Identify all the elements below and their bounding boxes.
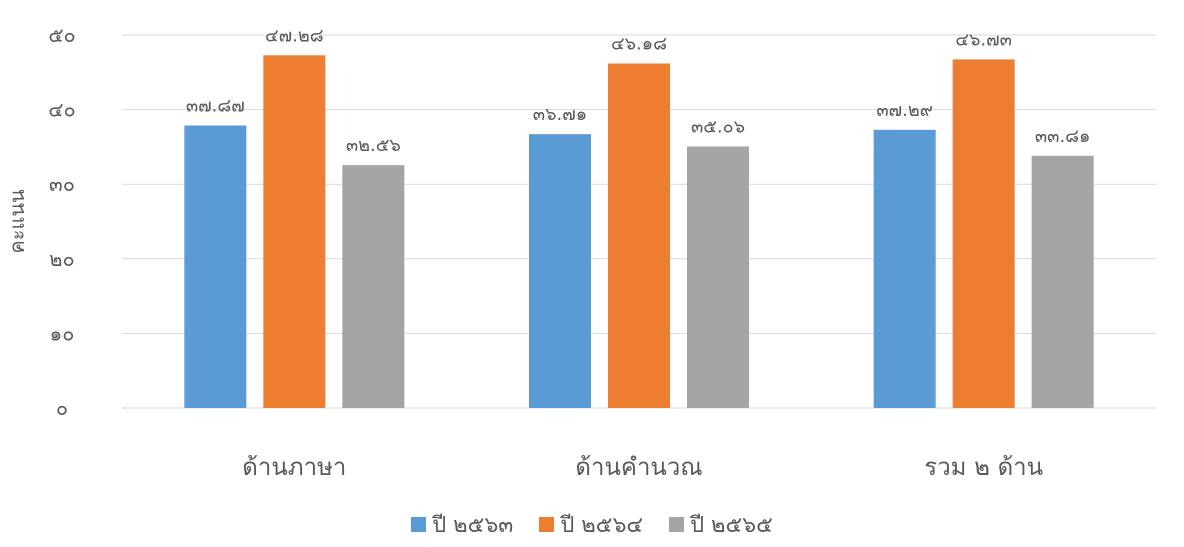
- y-tick-label: ๓๐: [49, 172, 75, 196]
- y-tick-label: ๑๐: [50, 321, 75, 345]
- x-tick-label: ด้านภาษา: [242, 453, 346, 481]
- data-label: ๔๖.๗๓: [955, 29, 1012, 50]
- data-label: ๓๓.๘๑: [1035, 126, 1091, 147]
- legend-label: ปี ๒๕๖๔: [560, 512, 644, 538]
- data-label: ๔๖.๑๘: [611, 33, 667, 54]
- bar: [873, 129, 936, 409]
- data-label: ๓๕.๐๖: [691, 116, 745, 137]
- y-tick-label: ๐: [56, 396, 68, 420]
- y-axis-label: คะแนน: [5, 189, 29, 254]
- y-tick-label: ๒๐: [49, 247, 74, 271]
- bar: [1031, 155, 1094, 408]
- bar: [952, 59, 1015, 409]
- data-label: ๓๒.๕๖: [346, 135, 401, 156]
- bar: [184, 125, 247, 408]
- legend-label: ปี ๒๕๖๓: [432, 512, 514, 538]
- legend-swatch: [669, 516, 685, 532]
- data-label: ๔๗.๒๘: [265, 25, 324, 46]
- legend-item: ปี ๒๕๖๓: [411, 507, 513, 542]
- bar: [529, 134, 591, 408]
- x-tick-label: รวม ๒ ด้าน: [924, 453, 1043, 481]
- legend-item: ปี ๒๕๖๔: [539, 507, 643, 542]
- bar: [687, 146, 749, 408]
- bar: [342, 165, 405, 408]
- y-tick-label: ๕๐: [48, 23, 75, 47]
- x-tick-label: ด้านคำนวณ: [575, 453, 702, 481]
- data-label: ๓๗.๒๙: [876, 100, 933, 121]
- y-tick-label: ๔๐: [48, 98, 75, 122]
- data-label: ๓๗.๘๗: [186, 95, 245, 116]
- bar: [608, 63, 670, 409]
- bar: [263, 55, 326, 408]
- legend-swatch: [411, 516, 427, 532]
- legend-item: ปี ๒๕๖๕: [669, 507, 773, 542]
- legend: ปี ๒๕๖๓ ปี ๒๕๖๔ ปี ๒๕๖๕: [0, 508, 1184, 540]
- data-label: ๓๖.๗๑: [533, 104, 587, 125]
- legend-label: ปี ๒๕๖๕: [690, 512, 773, 538]
- legend-swatch: [539, 516, 555, 532]
